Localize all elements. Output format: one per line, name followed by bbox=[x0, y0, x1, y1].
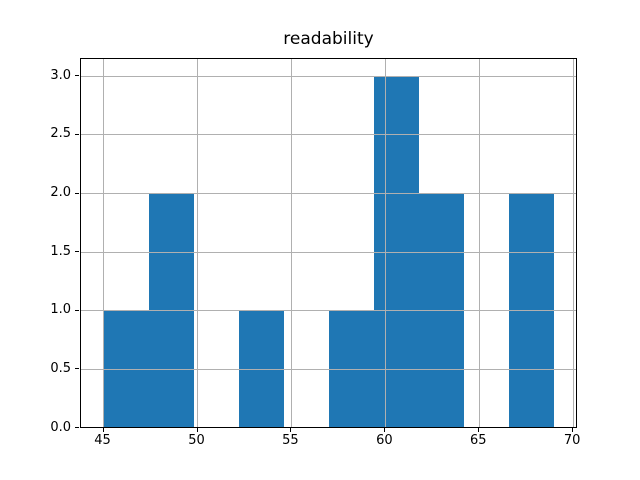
histogram-bar bbox=[103, 310, 149, 427]
x-tick-mark bbox=[384, 428, 386, 432]
gridline-horizontal bbox=[81, 192, 576, 194]
gridline-vertical bbox=[478, 58, 480, 427]
gridline-horizontal bbox=[81, 251, 576, 253]
x-tick-label: 70 bbox=[563, 433, 581, 448]
x-tick-label: 50 bbox=[188, 433, 205, 448]
y-tick-mark bbox=[75, 368, 79, 370]
gridline-vertical bbox=[197, 58, 198, 427]
x-tick-mark bbox=[478, 428, 480, 432]
histogram-bar bbox=[509, 193, 555, 427]
grid-layer bbox=[81, 58, 576, 427]
x-tick-label: 45 bbox=[94, 433, 111, 448]
x-tick-label: 65 bbox=[470, 433, 487, 448]
y-tick-mark bbox=[75, 133, 79, 135]
gridline-vertical bbox=[384, 58, 386, 427]
gridline-horizontal bbox=[81, 134, 576, 136]
y-tick-label: 1.0 bbox=[50, 302, 71, 318]
gridline-vertical bbox=[290, 58, 292, 427]
gridline-horizontal bbox=[81, 75, 576, 77]
y-tick-mark bbox=[75, 251, 79, 253]
chart-title: readability bbox=[283, 29, 374, 49]
gridline-horizontal bbox=[81, 310, 576, 312]
y-tick-label: 2.5 bbox=[50, 126, 71, 142]
y-tick-mark bbox=[75, 75, 79, 77]
x-tick-label: 55 bbox=[282, 433, 299, 448]
gridline-vertical bbox=[103, 58, 104, 427]
y-tick-label: 2.0 bbox=[50, 185, 71, 200]
x-tick-mark bbox=[572, 428, 574, 432]
y-tick-mark bbox=[75, 309, 79, 311]
gridline-vertical bbox=[572, 58, 574, 427]
histogram-bar bbox=[419, 193, 465, 427]
histogram-bar bbox=[148, 193, 194, 427]
x-tick-mark bbox=[196, 428, 198, 432]
histogram-bar bbox=[329, 310, 375, 427]
gridline-horizontal bbox=[81, 368, 576, 370]
x-tick-mark bbox=[102, 428, 104, 432]
y-tick-mark bbox=[75, 192, 79, 194]
y-tick-label: 3.0 bbox=[50, 67, 71, 83]
y-tick-mark bbox=[75, 427, 79, 428]
y-tick-label: 0.0 bbox=[50, 419, 71, 435]
y-tick-label: 1.5 bbox=[50, 243, 71, 259]
bars-layer bbox=[81, 59, 576, 427]
histogram-bar bbox=[238, 310, 284, 427]
x-tick-mark bbox=[290, 428, 292, 432]
x-tick-label: 60 bbox=[376, 433, 393, 448]
plot-area bbox=[80, 57, 577, 428]
y-tick-label: 0.5 bbox=[50, 360, 71, 376]
